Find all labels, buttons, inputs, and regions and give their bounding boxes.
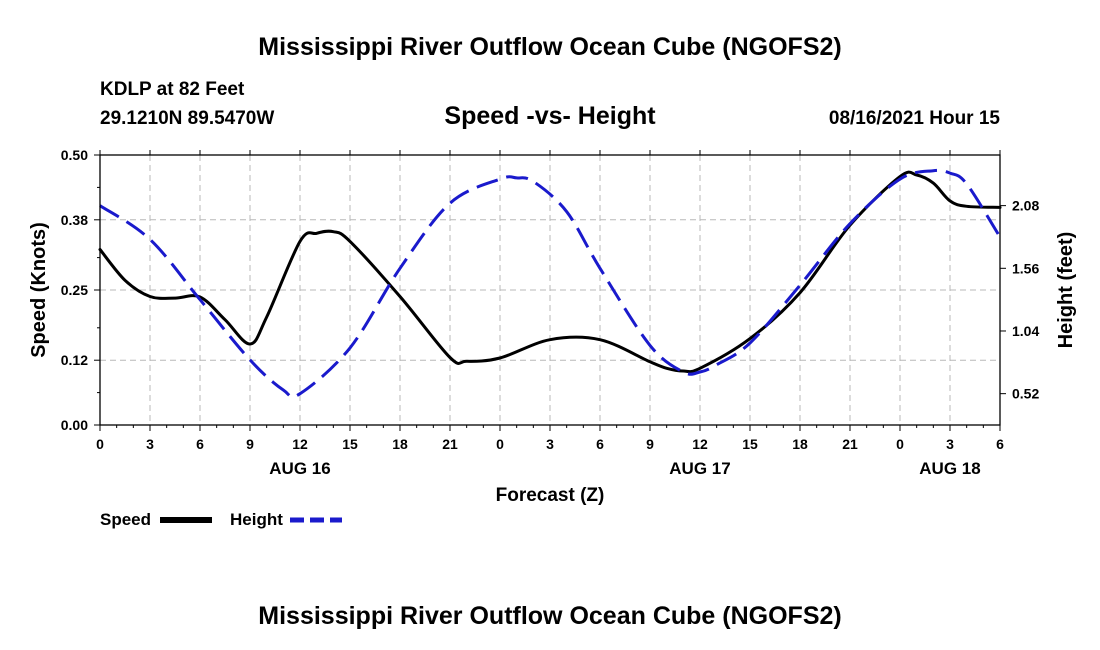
footer-title: Mississippi River Outflow Ocean Cube (NG… [258, 602, 841, 630]
axis-ticks [94, 150, 1006, 431]
date-label: AUG 16 [269, 459, 330, 478]
y-right-tick-label: 2.08 [1012, 198, 1039, 214]
station-label: KDLP at 82 Feet [100, 79, 245, 100]
y-left-tick-label: 0.25 [61, 282, 88, 298]
y-left-tick-label: 0.00 [61, 417, 88, 433]
y-right-tick-label: 0.52 [1012, 386, 1039, 402]
x-tick-label: 21 [842, 436, 858, 452]
y-right-tick-label: 1.56 [1012, 260, 1039, 276]
x-tick-label: 9 [246, 436, 254, 452]
y-left-tick-label: 0.12 [61, 352, 88, 368]
x-tick-label: 15 [342, 436, 358, 452]
legend: Speed Height [100, 510, 342, 529]
x-tick-label: 6 [596, 436, 604, 452]
x-tick-label: 12 [292, 436, 308, 452]
x-axis-title: Forecast (Z) [496, 485, 605, 506]
y-axis-left-title: Speed (Knots) [28, 222, 50, 358]
x-tick-label: 12 [692, 436, 708, 452]
legend-height-label: Height [230, 510, 283, 529]
y-right-tick-label: 1.04 [1012, 323, 1039, 339]
x-tick-label: 15 [742, 436, 758, 452]
tick-labels: 0 3 6 9 12 15 18 21 0 3 6 9 12 15 18 21 0 3 6 AUG 16 AUG 17 A… [61, 147, 1040, 478]
x-tick-label: 0 [896, 436, 904, 452]
y-left-tick-label: 0.38 [61, 212, 88, 228]
x-tick-label: 3 [546, 436, 554, 452]
series-lines [98, 168, 1002, 399]
y-left-tick-label: 0.50 [61, 147, 88, 163]
x-tick-label: 9 [646, 436, 654, 452]
forecast-datetime: 08/16/2021 Hour 15 [829, 108, 1001, 129]
series-line-speed [98, 170, 1002, 374]
x-tick-label: 18 [392, 436, 408, 452]
x-tick-label: 6 [996, 436, 1004, 452]
series-line-height [99, 168, 1002, 399]
station-coordinates: 29.1210N 89.5470W [100, 108, 274, 129]
x-tick-label: 3 [146, 436, 154, 452]
y-axis-right-title: Height (feet) [1055, 232, 1077, 349]
main-title: Mississippi River Outflow Ocean Cube (NG… [258, 33, 841, 61]
x-tick-label: 21 [442, 436, 458, 452]
chart-title: Speed -vs- Height [444, 102, 656, 130]
x-tick-label: 0 [96, 436, 104, 452]
date-label: AUG 18 [919, 459, 980, 478]
grid-lines [100, 155, 1000, 425]
legend-speed-label: Speed [100, 510, 151, 529]
x-tick-label: 0 [496, 436, 504, 452]
date-label: AUG 17 [669, 459, 730, 478]
x-tick-label: 3 [946, 436, 954, 452]
x-tick-label: 18 [792, 436, 808, 452]
x-tick-label: 6 [196, 436, 204, 452]
